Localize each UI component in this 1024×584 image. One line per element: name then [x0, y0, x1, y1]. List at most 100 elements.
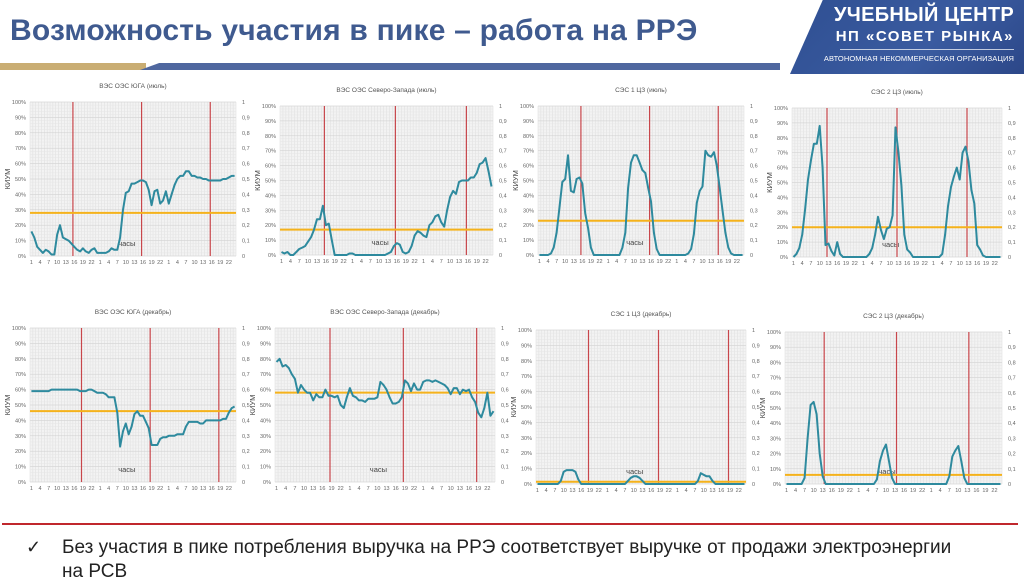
x-tick: 22 [666, 488, 672, 494]
y-tick-right: 0,6 [499, 164, 507, 170]
x-tick: 7 [369, 259, 372, 265]
y-tick-left: 90% [777, 121, 788, 127]
y-tick-left: 20% [260, 449, 271, 455]
x-tick: 22 [922, 261, 928, 267]
x-tick: 19 [913, 261, 919, 267]
y-tick-left: 70% [523, 149, 534, 155]
x-tick: 1 [675, 259, 678, 265]
y-tick-left: 70% [260, 372, 271, 378]
x-tick: 1 [930, 488, 933, 494]
logo-divider [840, 49, 1014, 50]
x-tick: 13 [892, 488, 898, 494]
y-tick-right: 0,5 [242, 403, 250, 409]
y-tick-right: 0,8 [750, 134, 758, 140]
x-tick: 16 [904, 261, 910, 267]
x-axis-label: часы [370, 465, 387, 474]
y-tick-right: 0,1 [750, 238, 758, 244]
y-tick-left: 80% [523, 134, 534, 140]
y-tick-right: 0 [242, 480, 245, 486]
y-tick-left: 40% [15, 418, 26, 424]
chart-title: ВЭС ОЭС ЮГА (июль) [99, 83, 166, 90]
x-tick: 4 [684, 259, 687, 265]
y-tick-right: 0,7 [750, 149, 758, 155]
y-tick-left: 70% [770, 376, 781, 382]
y-tick-right: 0,7 [501, 372, 509, 378]
y-tick-left: 70% [265, 149, 276, 155]
y-tick-right: 0,7 [499, 149, 507, 155]
x-tick: 1 [167, 260, 170, 266]
y-tick-left: 0% [780, 255, 788, 261]
x-tick: 1 [348, 486, 351, 492]
x-tick: 16 [140, 260, 146, 266]
x-tick: 4 [939, 488, 942, 494]
x-tick: 13 [895, 261, 901, 267]
chart-wes-northwest-december: ВЭС ОЭС Северо-Запада (декабрь) 0% 10% 20% 3… [245, 306, 517, 506]
y-tick-left: 80% [521, 359, 532, 365]
x-tick: 7 [555, 259, 558, 265]
y-tick-right: 0,1 [1008, 240, 1016, 246]
x-tick: 1 [785, 488, 788, 494]
logo: УЧЕБНЫЙ ЦЕНТР НП «СОВЕТ РЫНКА» АВТОНОМНА… [790, 0, 1024, 74]
y-tick-left: 90% [523, 119, 534, 125]
x-tick: 16 [829, 488, 835, 494]
x-tick: 16 [71, 260, 77, 266]
x-tick: 22 [596, 488, 602, 494]
x-tick: 13 [820, 488, 826, 494]
chart-wes-south-december: ВЭС ОЭС ЮГА (декабрь) 0% 10% 20% 30% 40% 50% 60… [0, 306, 258, 506]
y-tick-left: 100% [257, 326, 271, 332]
x-tick: 22 [991, 488, 997, 494]
y-tick-right: 0 [242, 254, 245, 260]
y-tick-left: 0% [268, 253, 276, 259]
x-tick: 13 [457, 486, 463, 492]
x-tick: 19 [838, 488, 844, 494]
y-tick-left: 100% [767, 330, 781, 336]
y-tick-right: 0,9 [242, 341, 250, 347]
y-tick-right: 0,3 [499, 208, 507, 214]
x-tick: 13 [709, 488, 715, 494]
y-tick-right: 0,4 [499, 193, 507, 199]
x-tick: 10 [955, 488, 961, 494]
x-tick: 10 [448, 486, 454, 492]
x-tick: 13 [708, 259, 714, 265]
chart-ses2-july: СЭС 2 ЦЗ (июль) 0% 10% 20% 30% 40% 50% 60% 70% 80… [762, 86, 1024, 281]
x-tick: 10 [54, 260, 60, 266]
chart-title: СЭС 2 ЦЗ (июль) [871, 89, 923, 96]
y-tick-right: 1 [1008, 330, 1011, 336]
y-tick-left: 20% [15, 449, 26, 455]
x-axis-label: часы [118, 465, 135, 474]
y-tick-left: 40% [265, 193, 276, 199]
x-tick: 7 [875, 488, 878, 494]
y-tick-right: 0,5 [501, 403, 509, 409]
y-tick-left: 40% [521, 420, 532, 426]
x-tick: 1 [862, 261, 865, 267]
y-tick-left: 60% [265, 164, 276, 170]
y-tick-right: 0,8 [752, 359, 760, 365]
logo-line-3: АВТОНОМНАЯ НЕКОММЕРЧЕСКАЯ ОРГАНИЗАЦИЯ [823, 54, 1014, 63]
y-axis-label: КИУМ [248, 395, 257, 416]
y-tick-right: 1 [752, 328, 755, 334]
y-tick-right: 0,2 [1008, 225, 1016, 231]
x-tick: 22 [483, 259, 489, 265]
x-tick: 16 [579, 259, 585, 265]
x-tick: 13 [63, 260, 69, 266]
x-tick: 13 [200, 260, 206, 266]
grid [29, 327, 237, 483]
y-tick-left: 30% [265, 208, 276, 214]
x-tick: 4 [176, 260, 179, 266]
x-tick: 19 [149, 260, 155, 266]
y-tick-right: 0,3 [242, 434, 250, 440]
x-tick: 16 [901, 488, 907, 494]
x-tick: 13 [825, 261, 831, 267]
y-tick-right: 0,1 [242, 239, 250, 245]
x-tick: 7 [949, 261, 952, 267]
y-tick-left: 20% [777, 225, 788, 231]
x-tick: 10 [123, 260, 129, 266]
y-tick-right: 0 [1008, 482, 1011, 488]
x-tick: 13 [569, 488, 575, 494]
y-axis-label: КИУМ [765, 172, 774, 193]
y-tick-right: 0,8 [242, 131, 250, 137]
grid [784, 331, 1003, 485]
x-tick: 1 [607, 259, 610, 265]
y-tick-left: 100% [774, 106, 788, 112]
x-tick: 19 [843, 261, 849, 267]
